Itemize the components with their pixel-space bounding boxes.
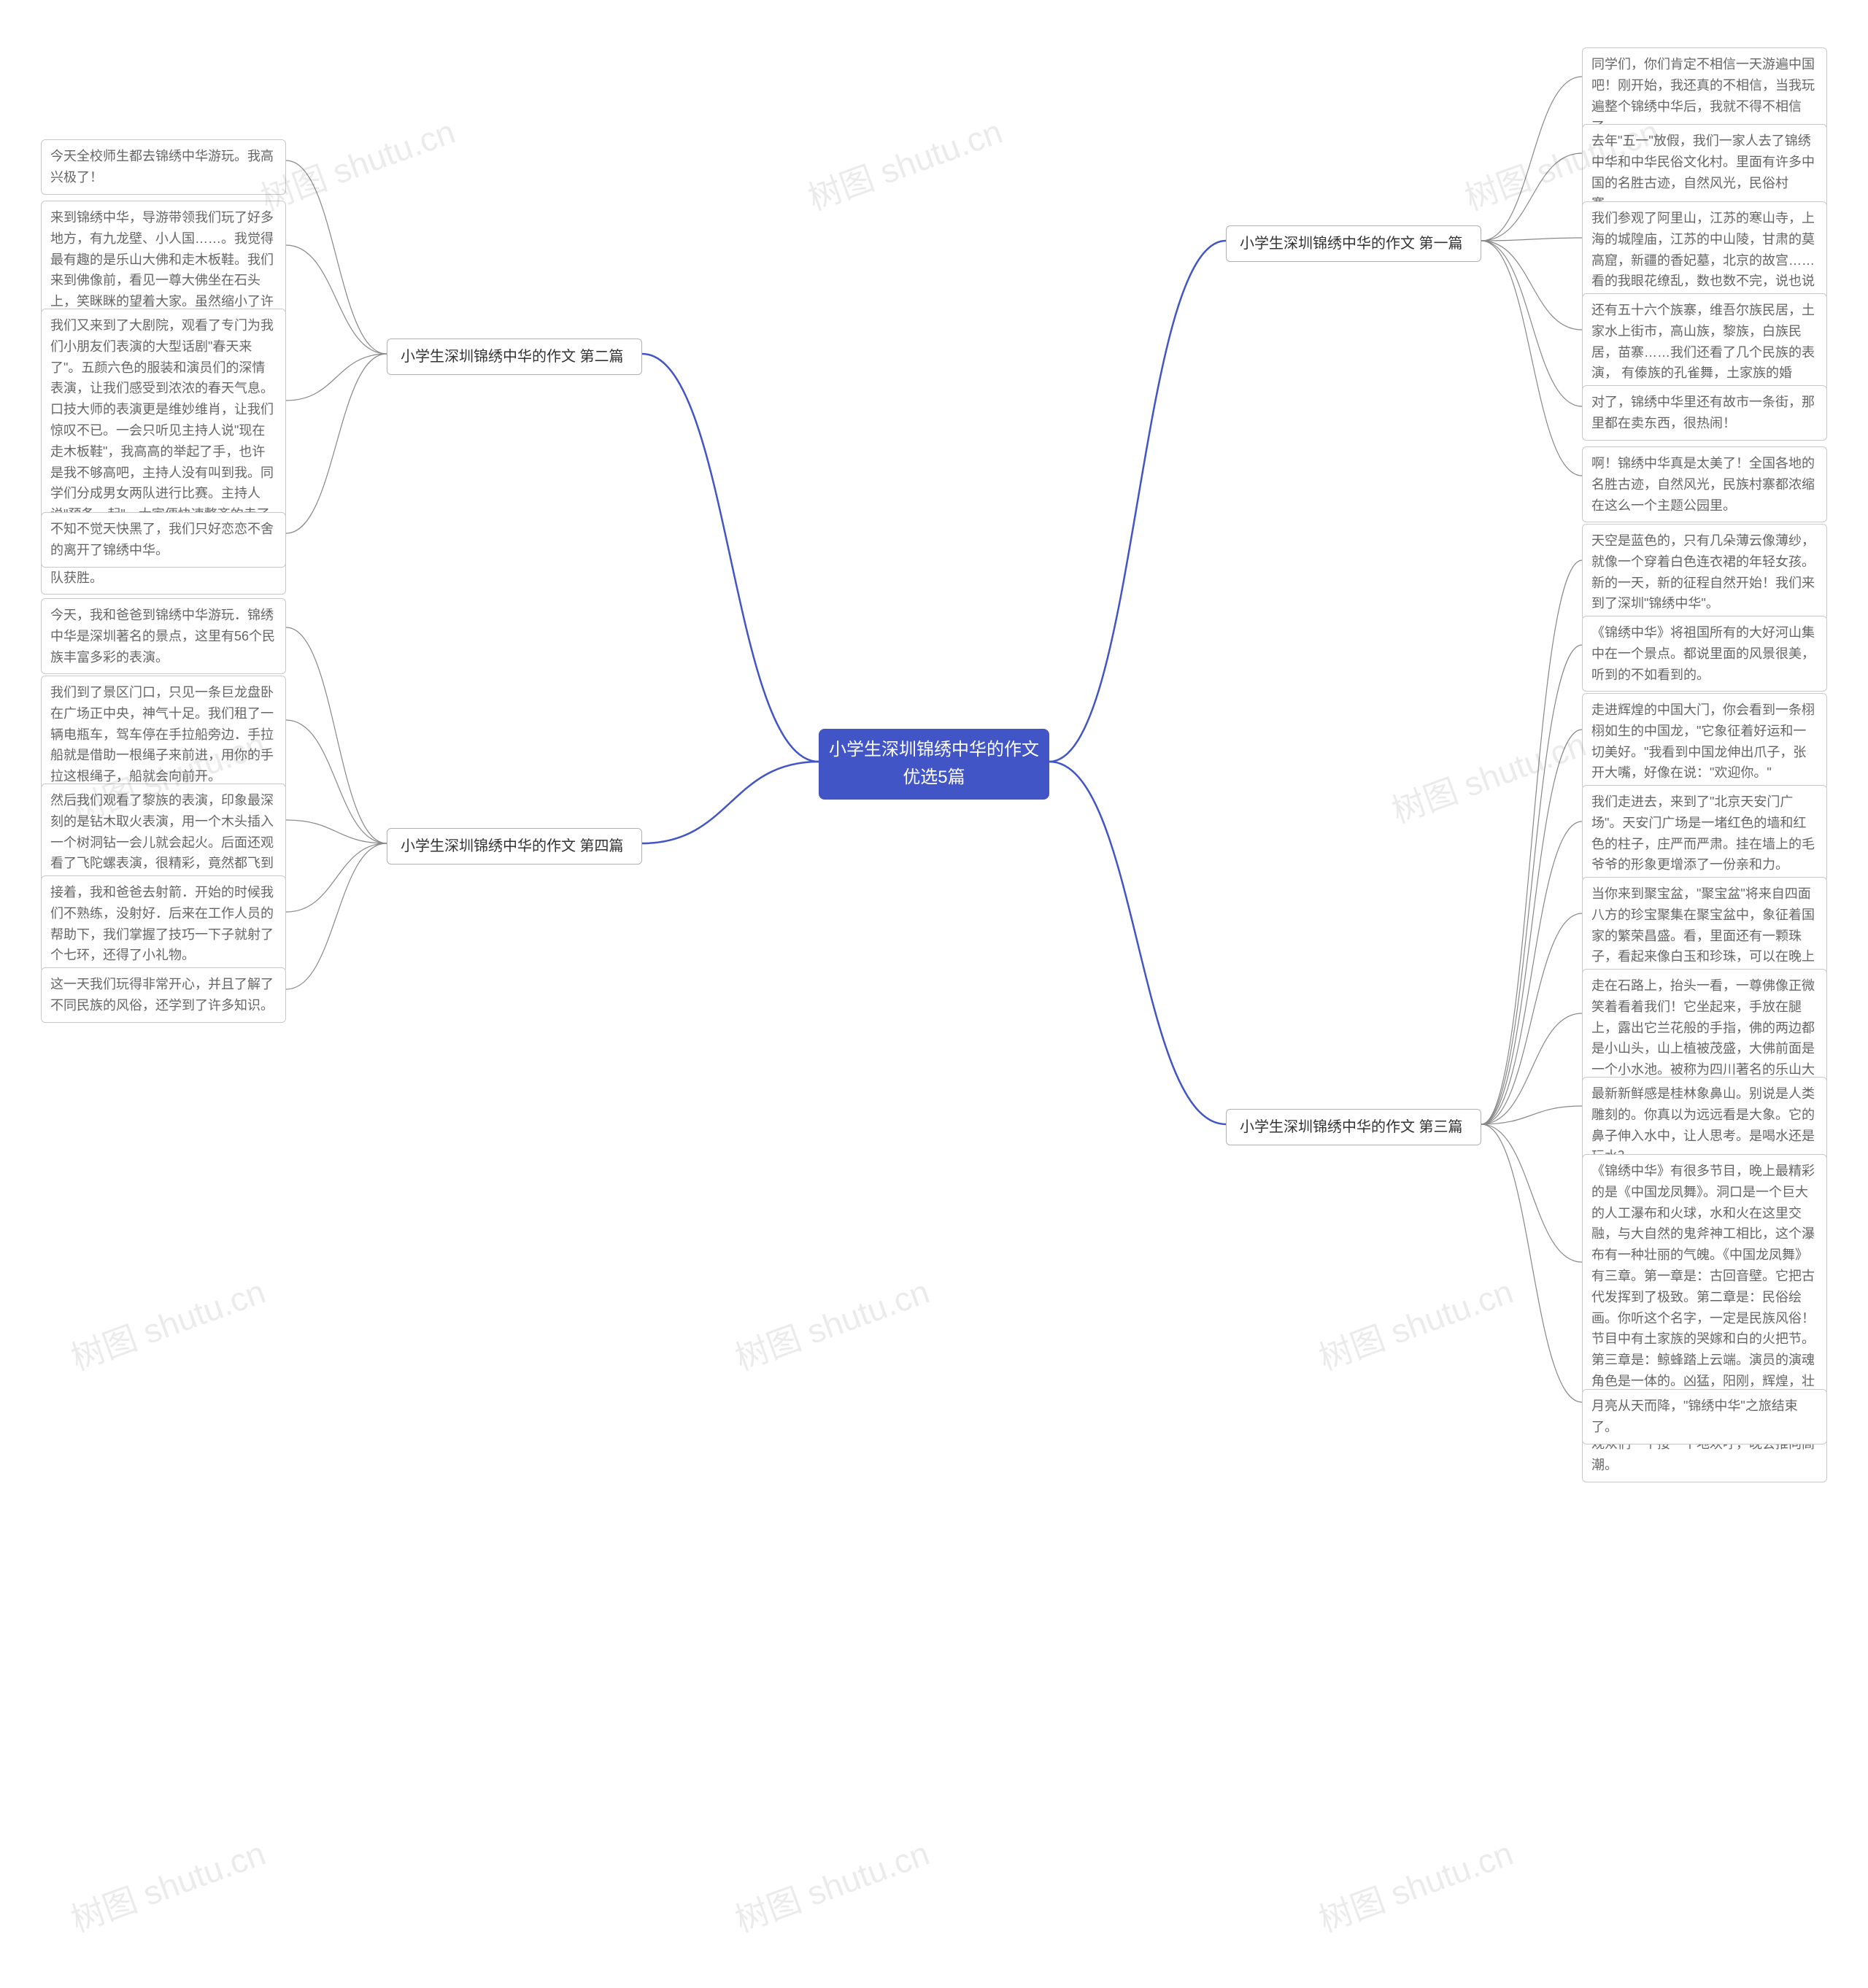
b2-leaf-0: 今天全校师生都去锦绣中华游玩。我高兴极了！ [41,139,286,195]
b3-leaf-0: 天空是蓝色的，只有几朵薄云像薄纱，就像一个穿着白色连衣裙的年轻女孩。新的一天，新… [1582,524,1827,621]
center-node: 小学生深圳锦绣中华的作文优选5篇 [819,729,1049,800]
b4-leaf-4: 这一天我们玩得非常开心，并且了解了不同民族的风俗，还学到了许多知识。 [41,967,286,1023]
watermark-6: 树图 shutu.cn [727,1265,935,1380]
b1-branch: 小学生深圳锦绣中华的作文 第一篇 [1226,225,1481,262]
b4-branch: 小学生深圳锦绣中华的作文 第四篇 [387,828,642,865]
mindmap-canvas: 小学生深圳锦绣中华的作文优选5篇小学生深圳锦绣中华的作文 第一篇同学们，你们肯定… [0,0,1868,1988]
b3-branch: 小学生深圳锦绣中华的作文 第三篇 [1226,1109,1481,1145]
b2-leaf-3: 不知不觉天快黑了，我们只好恋恋不舍的离开了锦绣中华。 [41,512,286,568]
watermark-9: 树图 shutu.cn [727,1827,935,1941]
watermark-10: 树图 shutu.cn [1311,1827,1518,1941]
b4-leaf-3: 接着，我和爸爸去射箭．开始的时候我们不熟练，没射好．后来在工作人员的帮助下，我们… [41,875,286,972]
b2-branch: 小学生深圳锦绣中华的作文 第二篇 [387,339,642,375]
b1-leaf-4: 对了，锦绣中华里还有故市一条街，那里都在卖东西，很热闹！ [1582,385,1827,441]
b1-leaf-5: 啊！锦绣中华真是太美了！全国各地的名胜古迹，自然风光，民族村寨都浓缩在这么一个主… [1582,446,1827,522]
watermark-4: 树图 shutu.cn [1384,718,1591,832]
b3-leaf-8: 月亮从天而降，"锦绣中华"之旅结束了。 [1582,1389,1827,1444]
b4-leaf-1: 我们到了景区门口，只见一条巨龙盘卧在广场正中央，神气十足。我们租了一辆电瓶车，驾… [41,676,286,794]
b4-leaf-0: 今天，我和爸爸到锦绣中华游玩．锦绣中华是深圳著名的景点，这里有56个民族丰富多彩… [41,598,286,674]
watermark-7: 树图 shutu.cn [1311,1265,1518,1380]
b3-leaf-3: 我们走进去，来到了"北京天安门广场"。天安门广场是一堵红色的墙和红色的柱子，庄严… [1582,785,1827,882]
b3-leaf-1: 《锦绣中华》将祖国所有的大好河山集中在一个景点。都说里面的风景很美，听到的不如看… [1582,616,1827,692]
b3-leaf-2: 走进辉煌的中国大门，你会看到一条栩栩如生的中国龙，"它象征着好运和一切美好。"我… [1582,693,1827,790]
watermark-5: 树图 shutu.cn [63,1265,271,1380]
watermark-1: 树图 shutu.cn [800,105,1008,220]
watermark-8: 树图 shutu.cn [63,1827,271,1941]
